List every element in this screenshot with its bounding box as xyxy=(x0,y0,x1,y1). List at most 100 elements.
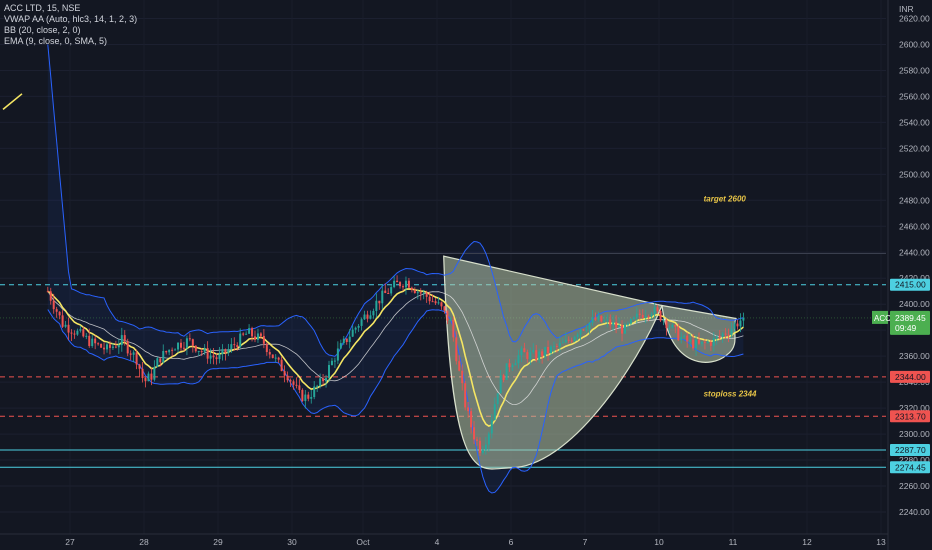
legend-bb[interactable]: BB (20, close, 2, 0) xyxy=(4,25,81,35)
candle-body xyxy=(64,324,67,327)
y-tick-label: 2620.00 xyxy=(899,13,930,23)
y-tick-label: 2500.00 xyxy=(899,169,930,179)
candle-body xyxy=(402,286,404,288)
candle-body xyxy=(46,291,49,293)
candle-body xyxy=(706,341,709,343)
candle-body xyxy=(606,319,609,321)
candle-body xyxy=(85,335,88,337)
candle-body xyxy=(635,313,638,318)
candle-body xyxy=(286,375,289,381)
price-tag-box xyxy=(890,461,930,474)
candle-body xyxy=(399,282,402,287)
candle-body xyxy=(289,380,292,382)
candle-body xyxy=(274,357,277,359)
legend-ema[interactable]: EMA (9, close, 0, SMA, 5) xyxy=(4,36,108,46)
candle-body xyxy=(683,335,686,337)
candle-body xyxy=(360,319,363,326)
candle-body xyxy=(538,351,541,360)
candle-body xyxy=(487,433,490,445)
candle-body xyxy=(88,335,91,347)
candle-body xyxy=(626,323,629,325)
candle-body xyxy=(644,316,647,318)
candle-body xyxy=(126,341,129,354)
candle-body xyxy=(532,350,535,353)
x-axis-ticks: 27 28 29 30 Oct 4 6 7 10 11 12 13 xyxy=(65,537,886,547)
candle-body xyxy=(91,338,94,347)
candle-body xyxy=(544,347,547,357)
candle-body xyxy=(298,385,301,390)
candle-body xyxy=(132,352,135,355)
candle-body xyxy=(390,287,393,294)
candle-body xyxy=(197,351,200,353)
candle-body xyxy=(111,346,114,348)
y-tick-label: 2540.00 xyxy=(899,117,930,127)
candle-body xyxy=(698,339,700,344)
candle-body xyxy=(416,292,419,294)
y-axis-ticks: 2240.002260.002280.002300.002320.002340.… xyxy=(899,13,930,517)
candle-body xyxy=(499,375,502,394)
candle-body xyxy=(345,338,348,343)
candle-body xyxy=(159,358,162,363)
candle-body xyxy=(671,324,674,328)
candle-body xyxy=(147,373,150,382)
legend-symbol[interactable]: ACC LTD, 15, NSE xyxy=(4,3,81,13)
y-tick-label: 2260.00 xyxy=(899,481,930,491)
x-tick-label: 11 xyxy=(729,537,738,547)
horizontal-levels xyxy=(0,253,886,468)
price-tags: 2415.00 2344.00 2313.70 2287.70 2274.45 ACC 23… xyxy=(872,278,930,474)
candle-body xyxy=(594,317,597,320)
candle-body xyxy=(242,333,245,335)
candles[interactable] xyxy=(46,275,745,456)
candle-body xyxy=(396,280,399,283)
candle-body xyxy=(277,357,280,360)
candle-body xyxy=(461,370,464,384)
candle-body xyxy=(322,378,325,382)
candle-body xyxy=(618,325,621,328)
candle-body xyxy=(419,292,422,294)
candle-body xyxy=(458,361,461,371)
candle-body xyxy=(94,338,97,344)
candle-body xyxy=(656,307,659,311)
candle-body xyxy=(245,333,248,335)
grid xyxy=(0,17,886,513)
candle-body xyxy=(307,394,310,399)
candle-body xyxy=(547,347,550,354)
candle-body xyxy=(727,334,730,336)
y-tick-label: 2280.00 xyxy=(899,455,930,465)
candle-body xyxy=(103,347,106,350)
candle-body xyxy=(206,348,209,359)
candle-body xyxy=(354,327,357,330)
candle-body xyxy=(558,342,561,347)
legend-vwap[interactable]: VWAP AA (Auto, hlc3, 14, 1, 2, 3) xyxy=(4,14,138,24)
symbol-tag-box xyxy=(872,310,888,324)
candle-body xyxy=(366,314,369,319)
candle-body xyxy=(508,363,511,368)
current-price-box xyxy=(890,310,930,335)
candle-body xyxy=(251,328,254,337)
y-tick-label: 2520.00 xyxy=(899,143,930,153)
candle-body xyxy=(570,340,573,342)
candle-body xyxy=(336,348,339,361)
candle-body xyxy=(736,323,739,327)
candle-body xyxy=(668,327,671,329)
candle-body xyxy=(138,364,141,369)
candle-body xyxy=(573,336,576,342)
candle-body xyxy=(624,324,626,334)
candle-body xyxy=(609,319,612,326)
candle-body xyxy=(129,353,132,355)
y-tick-label: 2480.00 xyxy=(899,195,930,205)
candle-body xyxy=(259,333,262,336)
candle-body xyxy=(674,324,677,327)
candle-body xyxy=(692,339,695,349)
candle-body xyxy=(212,355,215,358)
candle-body xyxy=(82,329,85,337)
candle-body xyxy=(316,385,319,387)
candle-body xyxy=(168,349,171,353)
candle-body xyxy=(591,317,594,323)
candle-body xyxy=(182,347,185,349)
candle-body xyxy=(579,329,582,335)
y-tick-label: 2240.00 xyxy=(899,507,930,517)
candle-body xyxy=(162,350,165,363)
